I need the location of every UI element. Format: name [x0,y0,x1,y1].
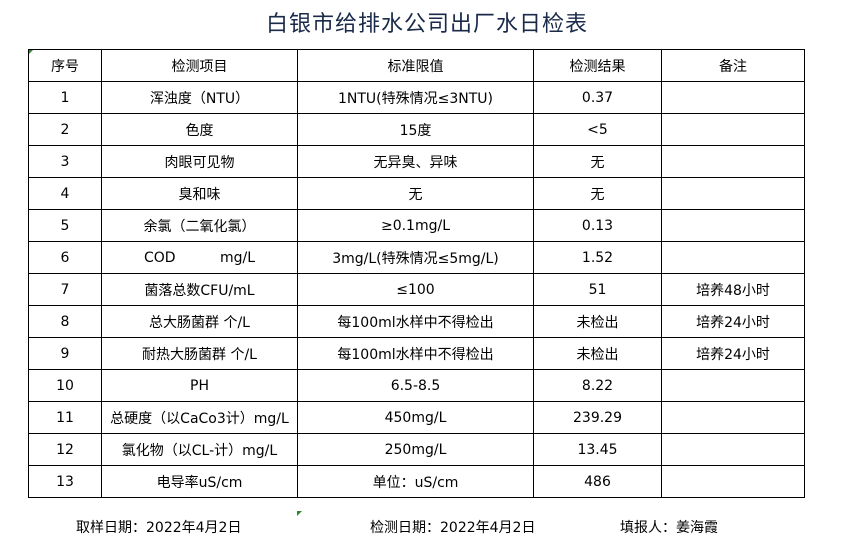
filled-by: 填报人：姜海霞 [620,520,718,536]
row-number: 4 [28,177,102,210]
column-header: 备注 [661,49,805,82]
remark [661,241,805,274]
standard-limit: ≤100 [297,273,534,306]
test-item: COD mg/L [101,241,298,274]
test-result: 13.45 [533,433,662,466]
remark [661,401,805,434]
test-result: 未检出 [533,337,662,370]
row-number: 5 [28,209,102,242]
test-result: 无 [533,177,662,210]
row-number: 7 [28,273,102,306]
remark [661,145,805,178]
test-item: 总硬度（以CaCo3计）mg/L [101,401,298,434]
test-result: <5 [533,113,662,146]
table-row: 11 总硬度（以CaCo3计）mg/L 450mg/L 239.29 [28,401,805,434]
table-row: 7 菌落总数CFU/mL ≤100 51 培养48小时 [28,273,805,306]
sampling-date: 取样日期：2022年4月2日 [76,520,242,536]
standard-limit: 1NTU(特殊情况≤3NTU) [297,81,534,114]
row-number: 13 [28,465,102,498]
table-row: 8 总大肠菌群 个/L 每100ml水样中不得检出 未检出 培养24小时 [28,305,805,338]
row-number: 11 [28,401,102,434]
standard-limit: 450mg/L [297,401,534,434]
table-row: 10 PH 6.5-8.5 8.22 [28,369,805,402]
test-item: 菌落总数CFU/mL [101,273,298,306]
row-number: 2 [28,113,102,146]
standard-limit: 每100ml水样中不得检出 [297,337,534,370]
header-row: 序号 检测项目 标准限值 检测结果 备注 [28,49,805,82]
test-item: 余氯（二氧化氯） [101,209,298,242]
table-row: 5 余氯（二氧化氯） ≥0.1mg/L 0.13 [28,209,805,242]
remark [661,433,805,466]
test-item: 耐热大肠菌群 个/L [101,337,298,370]
column-header: 序号 [28,49,102,82]
standard-limit: 3mg/L(特殊情况≤5mg/L) [297,241,534,274]
standard-limit: 6.5-8.5 [297,369,534,402]
cell-marker-icon [297,511,302,516]
test-result: 51 [533,273,662,306]
remark [661,81,805,114]
standard-limit: 15度 [297,113,534,146]
page-title: 白银市给排水公司出厂水日检表 [265,12,588,37]
remark [661,465,805,498]
row-number: 10 [28,369,102,402]
test-result: 486 [533,465,662,498]
test-result: 8.22 [533,369,662,402]
standard-limit: 无 [297,177,534,210]
test-item: PH [101,369,298,402]
remark [661,369,805,402]
test-item: 总大肠菌群 个/L [101,305,298,338]
standard-limit: 无异臭、异味 [297,145,534,178]
remark: 培养24小时 [661,305,805,338]
row-number: 1 [28,81,102,114]
remark [661,177,805,210]
table-row: 3 肉眼可见物 无异臭、异味无 [28,145,805,178]
standard-limit: ≥0.1mg/L [297,209,534,242]
table-row: 2 色度 15度 <5 [28,113,805,146]
test-result: 无 [533,145,662,178]
remark [661,209,805,242]
column-header: 检测结果 [533,49,662,82]
test-item: 浑浊度（NTU） [101,81,298,114]
row-number: 6 [28,241,102,274]
table-row: 13 电导率uS/cm 单位：uS/cm 486 [28,465,805,498]
table-row: 9 耐热大肠菌群 个/L 每100ml水样中不得检出 未检出 培养24小时 [28,337,805,370]
standard-limit: 每100ml水样中不得检出 [297,305,534,338]
remark: 培养24小时 [661,337,805,370]
row-number: 3 [28,145,102,178]
test-item: 肉眼可见物 [101,145,298,178]
test-result: 0.13 [533,209,662,242]
test-date: 检测日期：2022年4月2日 [370,520,536,536]
row-number: 9 [28,337,102,370]
table-row: 1 浑浊度（NTU） 1NTU(特殊情况≤3NTU) 0.37 [28,81,805,114]
column-header: 标准限值 [297,49,534,82]
remark: 培养48小时 [661,273,805,306]
test-result: 未检出 [533,305,662,338]
remark [661,113,805,146]
row-number: 12 [28,433,102,466]
table-row: 4 臭和味无无 [28,177,805,210]
inspection-table: 序号 检测项目 标准限值 检测结果 备注 1 浑浊度（NTU） 1NTU(特殊情况≤3NTU)… [28,49,805,498]
row-number: 8 [28,305,102,338]
test-result: 0.37 [533,81,662,114]
standard-limit: 单位：uS/cm [297,465,534,498]
standard-limit: 250mg/L [297,433,534,466]
test-item: 臭和味 [101,177,298,210]
table-row: 12 氯化物（以CL-计）mg/L 250mg/L 13.45 [28,433,805,466]
test-result: 1.52 [533,241,662,274]
table-row: 6 COD mg/L 3mg/L(特殊情况≤5mg/L) 1.52 [28,241,805,274]
column-header: 检测项目 [101,49,298,82]
test-item: 电导率uS/cm [101,465,298,498]
test-result: 239.29 [533,401,662,434]
test-item: 色度 [101,113,298,146]
test-item: 氯化物（以CL-计）mg/L [101,433,298,466]
